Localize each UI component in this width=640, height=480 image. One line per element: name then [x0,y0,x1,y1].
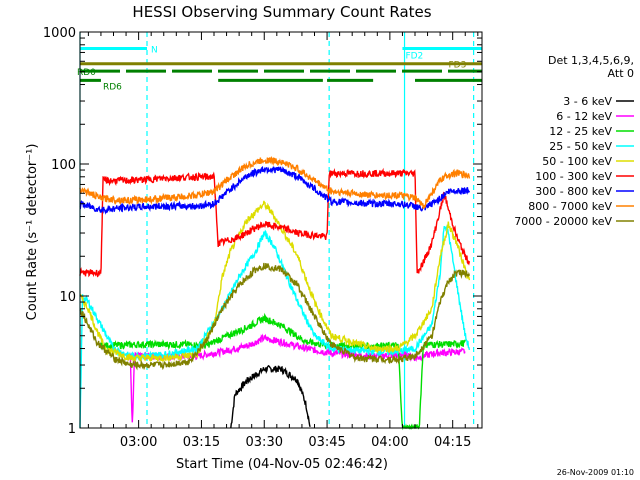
series-line [79,200,471,363]
legend-entry-label: 300 - 800 keV [535,185,612,198]
series-line [79,262,471,371]
x-tick-label: 03:15 [183,435,220,450]
x-tick-label: 03:00 [120,435,157,450]
x-tick-label: 03:45 [308,435,345,450]
series-line [100,312,466,431]
legend: Det 1,3,4,5,6,9,Att 0 3 - 6 keV 6 - 12 keV… [514,54,634,228]
plot-frame [79,31,483,429]
y-tick-label: 1 [68,422,76,437]
series-lines [79,155,471,431]
annotation-label: FD3 [449,61,467,71]
legend-entry-label: 50 - 100 keV [542,155,612,168]
legend-entry-label: 12 - 25 keV [549,125,612,138]
annotation-label: FD2 [405,51,423,61]
series-line [79,165,471,215]
legend-title: Att 0 [608,67,634,80]
y-axis: 1 10 100 1000 [43,26,482,437]
y-axis-label: Count Rate (s⁻¹ detector⁻¹) [25,144,40,321]
legend-entry-label: 25 - 50 keV [549,140,612,153]
annotation-label: RD0 [77,68,96,78]
legend-entry-label: 800 - 7000 keV [528,200,612,213]
y-tick-label: 100 [51,158,76,173]
x-axis: 03:00 03:15 03:30 03:45 04:00 04:15 [87,32,479,450]
annotation-label: RD6 [103,82,122,92]
x-tick-label: 04:00 [371,435,408,450]
legend-entry-label: 3 - 6 keV [563,95,612,108]
legend-entry-label: 6 - 12 keV [556,110,612,123]
series-line [230,364,311,429]
x-axis-label: Start Time (04-Nov-05 02:46:42) [176,457,388,472]
legend-entry-label: 100 - 300 keV [535,170,612,183]
annotation-label: N [151,45,158,55]
x-tick-label: 04:15 [434,435,471,450]
series-line [129,333,466,423]
series-line [79,224,471,428]
chart-title: HESSI Observing Summary Count Rates [132,3,431,21]
state-annotations: N FD2 FD3 RD0 RD6 [77,45,482,92]
y-tick-label: 10 [59,290,76,305]
legend-entry-label: 7000 - 20000 keV [514,215,612,228]
footer-timestamp: 26-Nov-2009 01:10 [557,468,634,477]
legend-title: Det 1,3,4,5,6,9, [548,54,634,67]
series-line [79,167,471,278]
y-tick-label: 1000 [43,26,76,41]
x-tick-label: 03:30 [246,435,283,450]
series-line [79,155,471,209]
